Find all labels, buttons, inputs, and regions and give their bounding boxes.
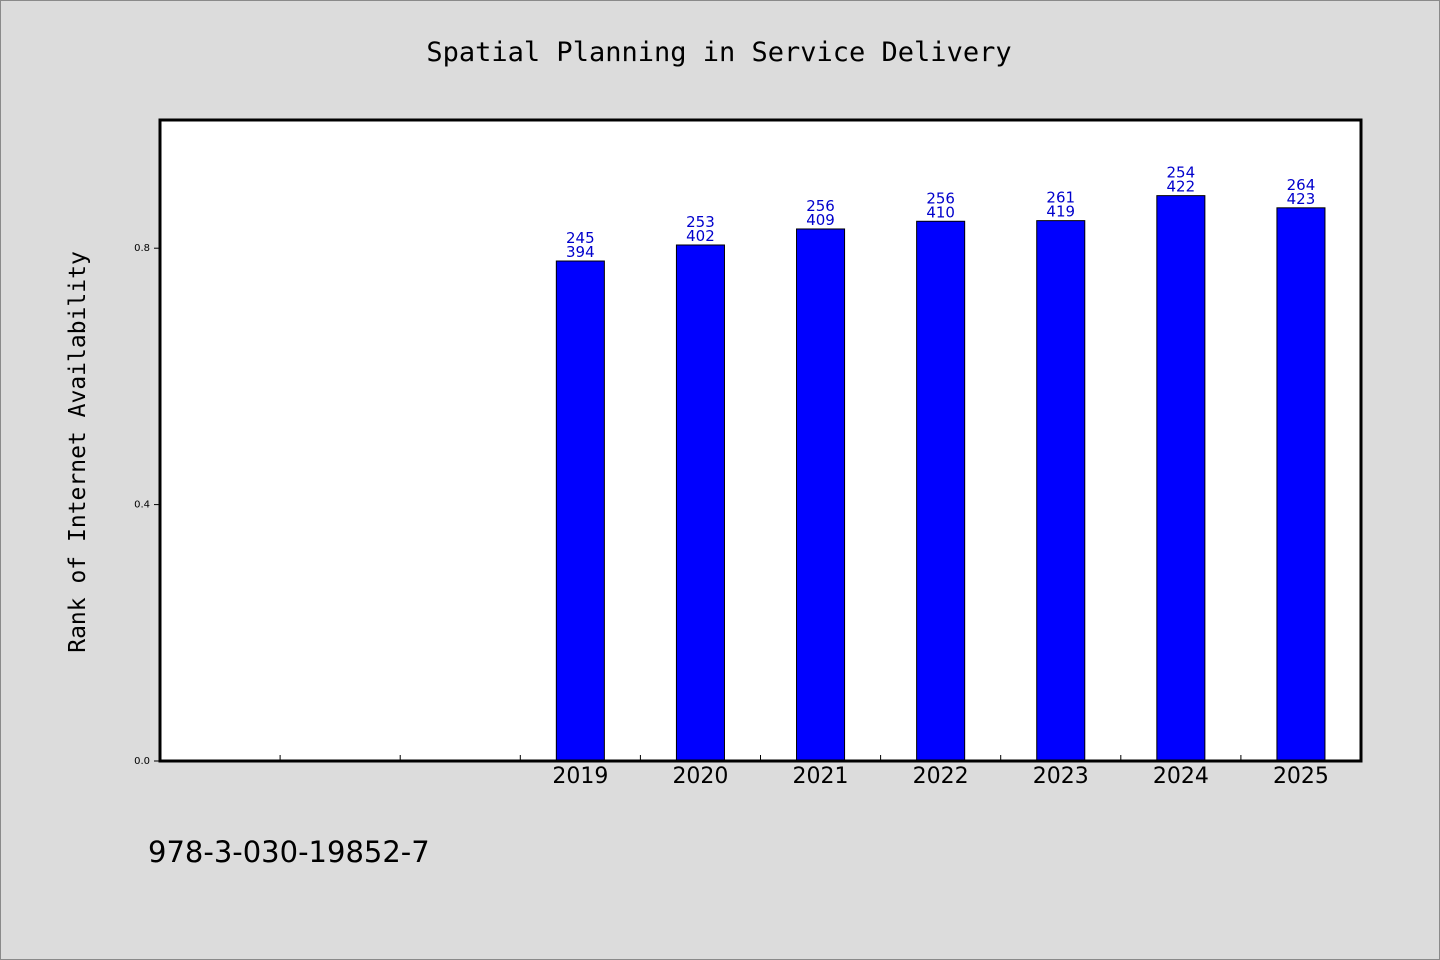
x-tick-labels: 2019 2020 2021 2022 2023 2024 2025	[552, 764, 1329, 789]
y-tick-labels: 0.0 0.4 0.8	[134, 243, 150, 767]
data-label-2025-bottom: 423	[1287, 190, 1316, 208]
data-label-2021-top: 256	[806, 197, 835, 215]
data-label-2019-top: 245	[566, 229, 595, 247]
y-axis-label: Rank of Internet Availability	[65, 251, 91, 653]
data-label-2019-bottom: 394	[566, 243, 595, 261]
data-label-2022-top: 256	[926, 189, 955, 207]
bar-2019	[555, 260, 605, 762]
x-tick-label-2019: 2019	[552, 764, 608, 789]
bar-2025	[1276, 207, 1326, 762]
y-tick-label: 0.4	[134, 500, 150, 511]
data-label-2025-top: 264	[1287, 176, 1316, 194]
x-tick-label-2023: 2023	[1033, 764, 1089, 789]
plot-border	[158, 118, 1363, 763]
data-label-2020-bottom: 402	[686, 227, 715, 245]
x-tick-label-2020: 2020	[672, 764, 728, 789]
data-label-2023-top: 261	[1046, 189, 1075, 207]
data-label-2024-top: 254	[1167, 164, 1196, 182]
y-tick-label: 0.0	[134, 756, 150, 767]
chart-title: Spatial Planning in Service Delivery	[426, 37, 1011, 68]
bar-2023	[1036, 220, 1086, 762]
bar-2022	[916, 220, 966, 762]
data-label-2023-bottom: 419	[1046, 203, 1075, 221]
x-tick-label-2025: 2025	[1273, 764, 1329, 789]
data-label-2022-bottom: 410	[926, 203, 955, 221]
bars	[555, 195, 1326, 762]
data-label-2021-bottom: 409	[806, 211, 835, 229]
x-tick-label-2022: 2022	[913, 764, 969, 789]
footer-code: 978-3-030-19852-7	[148, 835, 430, 869]
data-label-2020-top: 253	[686, 213, 715, 231]
data-label-2024-bottom: 422	[1167, 178, 1196, 196]
x-tick-label-2021: 2021	[793, 764, 849, 789]
y-tick-label: 0.8	[134, 243, 150, 254]
bar-2020	[675, 244, 725, 762]
bar-2021	[796, 228, 846, 762]
x-tick-label-2024: 2024	[1153, 764, 1209, 789]
bar-2024	[1156, 195, 1206, 762]
